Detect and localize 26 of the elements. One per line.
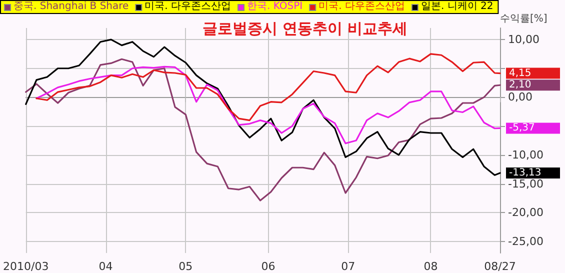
x-tick-label: 06: [261, 260, 276, 273]
x-tick-label: 04: [98, 260, 113, 273]
legend-label: 한국. KOSPI: [247, 1, 303, 12]
legend-label: 중국. Shanghai B Share: [14, 1, 129, 12]
legend-label: 일본. 니케이 22: [420, 1, 494, 12]
y-axis-title: 수익률[%]: [500, 14, 548, 24]
x-tick-label: 05: [178, 260, 193, 273]
data-label: -13,13: [509, 167, 542, 178]
x-tick-label: 2010/03: [2, 260, 49, 273]
x-tick-label: 07: [341, 260, 356, 273]
legend-label: 미국. 다우존스산업: [318, 1, 405, 12]
x-tick-label: 08/27: [484, 260, 516, 273]
y-tick-label: -25,00: [508, 234, 544, 248]
x-tick-label: 08: [424, 260, 438, 273]
line-series: [36, 53, 501, 122]
y-tick-label: 10,00: [508, 33, 540, 46]
data-label: -5,37: [509, 122, 535, 134]
y-tick-label: 0,00: [508, 90, 532, 104]
y-tick-label: -20,00: [508, 206, 544, 220]
line-series: [36, 66, 501, 144]
y-tick-label: -15,00: [508, 177, 544, 190]
legend-label: 미국. 다우존스산업: [144, 1, 232, 12]
data-label: 2,10: [509, 80, 532, 91]
chart-title: 글로벌증시 연동추이 비교추세: [202, 20, 408, 38]
data-label: 4,15: [509, 68, 532, 79]
y-tick-label: -10,00: [508, 148, 544, 162]
